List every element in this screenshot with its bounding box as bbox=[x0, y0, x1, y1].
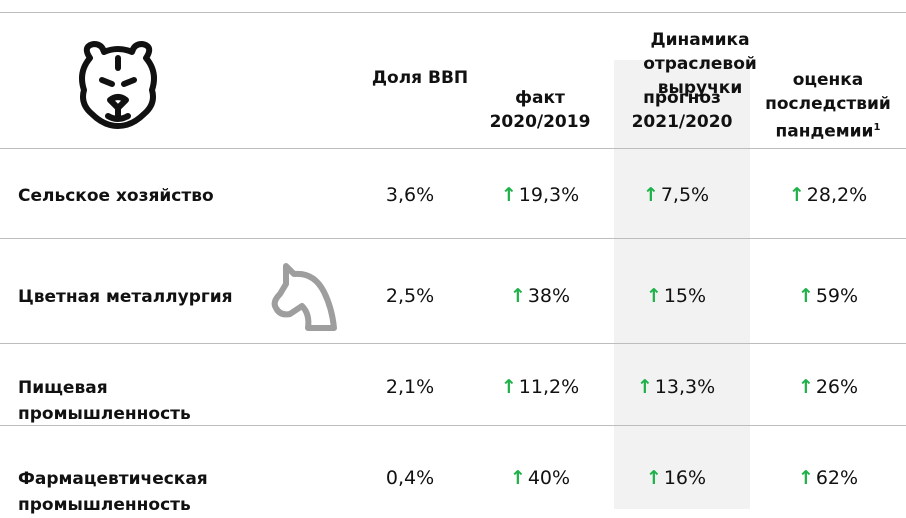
cell-value: 26% bbox=[815, 376, 859, 398]
gdp-header: Доля ВВП bbox=[371, 68, 469, 88]
rule bbox=[0, 425, 906, 426]
row-label: Цветная металлургия bbox=[18, 287, 233, 307]
header-line: оценка bbox=[792, 70, 864, 90]
up-arrow: ↑ bbox=[645, 285, 662, 307]
cell: ↑ 26% bbox=[758, 376, 898, 398]
rule bbox=[0, 343, 906, 344]
cell: ↑ 19,3% bbox=[470, 184, 610, 206]
forecast-shade bbox=[614, 60, 750, 509]
cell: ↑ 40% bbox=[470, 467, 610, 489]
cell: ↑ 38% bbox=[470, 285, 610, 307]
cell-value: 2,5% bbox=[385, 285, 435, 307]
cell-value: 2,1% bbox=[385, 376, 435, 398]
tiger-icon bbox=[79, 41, 157, 129]
cell-value: 40% bbox=[527, 467, 571, 489]
cell-value: 0,4% bbox=[385, 467, 435, 489]
row-label: Сельское хозяйство bbox=[18, 186, 214, 206]
header-line: факт bbox=[515, 88, 565, 108]
cell: 2,1% bbox=[340, 376, 480, 398]
cell-value: 7,5% bbox=[660, 184, 710, 206]
cell: 2,5% bbox=[340, 285, 480, 307]
up-arrow: ↑ bbox=[797, 467, 814, 489]
header-line: прогноз bbox=[643, 88, 721, 108]
header-line: последствий bbox=[765, 94, 891, 114]
horse-icon bbox=[271, 263, 337, 331]
up-arrow: ↑ bbox=[509, 467, 526, 489]
cell-value: 62% bbox=[815, 467, 859, 489]
forecast-header: прогноз 2021/2020 bbox=[612, 86, 752, 134]
cell: 3,6% bbox=[340, 184, 480, 206]
fact-header: факт 2020/2019 bbox=[470, 86, 610, 134]
up-arrow: ↑ bbox=[500, 376, 517, 398]
header-line: пандемии bbox=[775, 121, 874, 142]
row-label: Пищевая промышленность bbox=[18, 378, 191, 424]
cell-value: 38% bbox=[527, 285, 571, 307]
cell: ↑ 7,5% bbox=[606, 184, 746, 206]
up-arrow: ↑ bbox=[642, 184, 659, 206]
cell: 0,4% bbox=[340, 467, 480, 489]
impact-header: оценка последствий пандемии1 bbox=[758, 68, 898, 144]
footnote-mark: 1 bbox=[873, 122, 881, 133]
cell-value: 11,2% bbox=[518, 376, 580, 398]
cell-value: 16% bbox=[663, 467, 707, 489]
cell: ↑ 62% bbox=[758, 467, 898, 489]
cell: ↑ 15% bbox=[606, 285, 746, 307]
cell-value: 13,3% bbox=[654, 376, 716, 398]
up-arrow: ↑ bbox=[788, 184, 805, 206]
header-line: 2021/2020 bbox=[631, 112, 733, 132]
cell: ↑ 28,2% bbox=[758, 184, 898, 206]
cell: ↑ 13,3% bbox=[606, 376, 746, 398]
cell-value: 15% bbox=[663, 285, 707, 307]
up-arrow: ↑ bbox=[645, 467, 662, 489]
rule bbox=[0, 238, 906, 239]
cell-value: 3,6% bbox=[385, 184, 435, 206]
up-arrow: ↑ bbox=[797, 376, 814, 398]
up-arrow: ↑ bbox=[509, 285, 526, 307]
up-arrow: ↑ bbox=[636, 376, 653, 398]
up-arrow: ↑ bbox=[797, 285, 814, 307]
cell: ↑ 11,2% bbox=[470, 376, 610, 398]
rule bbox=[0, 12, 906, 13]
row-label: Фармацевтическая промышленность bbox=[18, 469, 208, 515]
cell-value: 59% bbox=[815, 285, 859, 307]
header-line: 2020/2019 bbox=[489, 112, 591, 132]
cell-value: 19,3% bbox=[518, 184, 580, 206]
up-arrow: ↑ bbox=[500, 184, 517, 206]
cell-value: 28,2% bbox=[806, 184, 868, 206]
cell: ↑ 59% bbox=[758, 285, 898, 307]
cell: ↑ 16% bbox=[606, 467, 746, 489]
rule bbox=[0, 148, 906, 149]
group-header: Динамика отраслевой выручки bbox=[643, 30, 757, 98]
